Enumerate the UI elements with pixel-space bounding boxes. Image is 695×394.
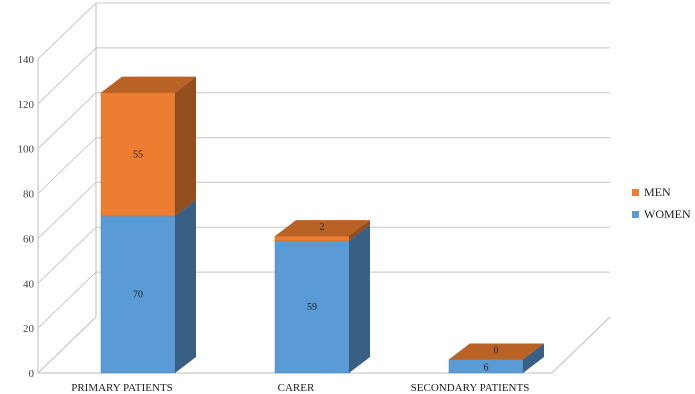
x-category-label: SECONDARY PATIENTS — [411, 382, 530, 394]
bar-women-2-side — [523, 343, 544, 373]
legend-label-women: WOMEN — [644, 206, 691, 221]
gridline — [37, 271, 610, 329]
bar-women-1 — [274, 224, 370, 374]
data-label: 55 — [133, 149, 143, 160]
y-tick-label: 60 — [23, 233, 35, 245]
gridline — [37, 2, 610, 60]
legend-swatch-men — [632, 188, 639, 196]
bar-men-1 — [274, 220, 370, 241]
bar-men-0-top — [101, 76, 196, 93]
bar-men-2-top — [449, 343, 544, 360]
bar-women-1-side — [349, 224, 370, 373]
y-axis-ticks: 0 20 40 60 80 100 120 140 — [18, 54, 35, 380]
x-axis-categories: PRIMARY PATIENTS CARER SECONDARY PATIENTS — [71, 382, 529, 394]
legend-label-men: MEN — [644, 184, 671, 199]
y-tick-label: 140 — [18, 54, 35, 66]
data-label: 59 — [307, 302, 317, 313]
bar-men-1-front — [274, 235, 350, 241]
bars — [100, 76, 544, 374]
data-label: 2 — [320, 222, 325, 233]
gridline — [37, 92, 610, 150]
data-label: 70 — [133, 290, 143, 301]
y-tick-label: 80 — [23, 189, 35, 201]
legend: MEN WOMEN — [632, 181, 691, 225]
bar-men-0 — [100, 76, 196, 217]
bar-men-0-side — [175, 76, 196, 217]
bar-men-1-side — [349, 220, 370, 241]
gridline — [37, 137, 610, 194]
legend-item-women: WOMEN — [632, 203, 691, 225]
bar-men-2 — [449, 343, 544, 360]
x-category-label: PRIMARY PATIENTS — [71, 382, 173, 394]
gridlines — [37, 2, 610, 329]
data-label: 6 — [484, 362, 489, 373]
y-tick-label: 20 — [23, 323, 35, 335]
data-label: 0 — [494, 346, 499, 357]
y-tick-label: 0 — [29, 368, 35, 380]
bar-men-0-front — [100, 92, 176, 217]
side-wall-edge — [37, 3, 97, 374]
x-category-label: CARER — [278, 382, 315, 394]
y-tick-label: 120 — [18, 99, 35, 111]
y-tick-label: 40 — [23, 278, 35, 290]
gridline — [37, 47, 610, 105]
y-tick-label: 100 — [18, 144, 35, 156]
legend-swatch-women — [632, 210, 639, 218]
bar-women-0 — [100, 200, 196, 374]
gridline — [37, 181, 610, 239]
gridline — [37, 226, 610, 284]
bar-women-0-side — [175, 200, 196, 373]
floor-edge — [38, 316, 611, 374]
bar-men-1-top — [275, 220, 370, 237]
chart-walls — [37, 3, 611, 374]
legend-item-men: MEN — [632, 181, 691, 203]
data-labels: 70 55 59 2 60 — [133, 149, 499, 373]
